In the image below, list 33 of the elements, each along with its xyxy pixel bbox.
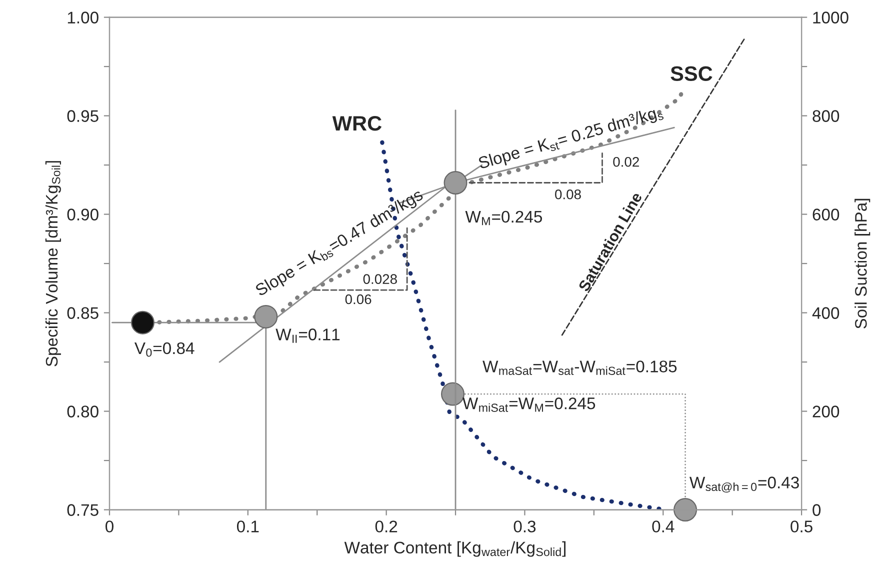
y2-tick-label: 600 bbox=[812, 208, 840, 220]
annotation: 0.08 bbox=[555, 189, 581, 200]
annotation: W$_{maSat}$=W$_{sat}$-W$_{miSat}$=0.185 bbox=[482, 360, 677, 375]
x-axis-title: Water Content [Kg$_{water}$/Kg$_{Solid}$] bbox=[344, 541, 566, 557]
annotation: W$_{miSat}$=W$_{M}$=0.245 bbox=[462, 398, 596, 412]
y-tick-label: 1.00 bbox=[68, 12, 98, 24]
annotation: W$_{M}$=0.245 bbox=[465, 210, 542, 226]
y2-tick-label: 200 bbox=[812, 406, 840, 418]
annotation: SSC bbox=[670, 66, 712, 81]
annotation: V$_{0}$=0.84 bbox=[134, 342, 194, 357]
x-tick-label: 0.2 bbox=[375, 520, 398, 532]
x-tick-label: 0.5 bbox=[790, 520, 812, 532]
y-tick-label: 0.90 bbox=[67, 208, 98, 220]
annotation: W$_{sat@h=0}$=0.43 bbox=[690, 476, 799, 493]
y-tick-label: 0.85 bbox=[67, 307, 98, 319]
annotation: W$_{II}$=0.11 bbox=[276, 328, 340, 343]
y2-tick-label: 800 bbox=[812, 110, 840, 122]
x-tick-label: 0.3 bbox=[514, 520, 536, 532]
y-tick-label: 0.75 bbox=[67, 504, 98, 516]
annotation: 0.028 bbox=[363, 274, 397, 284]
annotation: 0.06 bbox=[345, 294, 372, 304]
y2-tick-label: 400 bbox=[812, 307, 840, 319]
x-tick-label: 0.1 bbox=[236, 520, 259, 532]
y2-tick-label: 0 bbox=[812, 504, 821, 516]
annotation: WRC bbox=[332, 116, 382, 131]
x-tick-label: 0 bbox=[106, 520, 114, 532]
x-tick-label: 0.4 bbox=[652, 520, 674, 532]
y-axis-title: Specific Volume [dm³/Kg$_{Soil}$] bbox=[45, 161, 61, 366]
y2-tick-label: 1000 bbox=[813, 12, 848, 24]
y-tick-label: 0.80 bbox=[67, 406, 98, 418]
annotation: 0.02 bbox=[613, 156, 639, 167]
y-tick-label: 0.95 bbox=[67, 110, 98, 122]
y2-axis-title: Soil Suction [hPa] bbox=[854, 198, 870, 329]
